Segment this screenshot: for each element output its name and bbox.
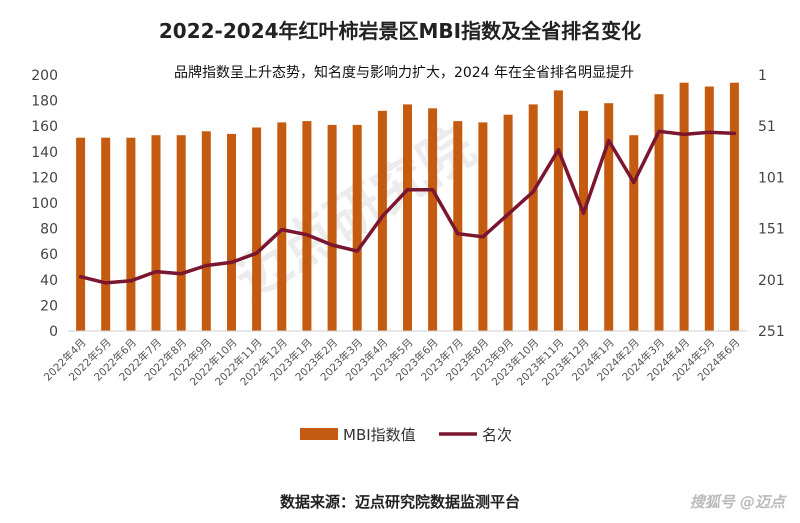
bar bbox=[604, 103, 614, 331]
bar bbox=[176, 135, 186, 331]
bar bbox=[579, 110, 588, 331]
bar bbox=[503, 114, 513, 331]
rank-point bbox=[179, 272, 183, 276]
left-tick-label: 120 bbox=[31, 170, 58, 186]
rank-point bbox=[481, 235, 485, 239]
rank-point bbox=[330, 243, 334, 247]
left-axis: 0 20 40 60 80 100 120 140 160 180 200 bbox=[31, 68, 58, 340]
rank-point bbox=[380, 214, 384, 218]
left-tick-label: 140 bbox=[31, 145, 58, 161]
bar bbox=[528, 104, 538, 332]
rank-line-series bbox=[78, 129, 737, 285]
left-tick-label: 200 bbox=[31, 68, 58, 84]
rank-point bbox=[129, 279, 133, 283]
rank-point bbox=[204, 263, 208, 268]
bar bbox=[553, 90, 563, 332]
bar bbox=[478, 122, 488, 332]
rank-point bbox=[456, 232, 460, 236]
bar bbox=[101, 137, 111, 331]
left-tick-label: 40 bbox=[40, 273, 58, 289]
legend-bar-swatch bbox=[300, 428, 338, 440]
rank-point bbox=[104, 281, 108, 285]
bar bbox=[302, 121, 312, 331]
rank-point bbox=[255, 251, 259, 255]
rank-point bbox=[154, 270, 158, 274]
brand-watermark: 搜狐号 @迈点 bbox=[690, 493, 787, 511]
bar bbox=[352, 124, 362, 332]
x-axis: 2022年4月2022年5月2022年6月2022年7月2022年8月2022年… bbox=[41, 330, 747, 388]
right-tick-label: 151 bbox=[758, 222, 785, 238]
bar bbox=[377, 110, 387, 331]
rank-point bbox=[607, 138, 611, 143]
rank-point bbox=[657, 129, 661, 133]
rank-point bbox=[707, 130, 711, 134]
left-tick-label: 160 bbox=[31, 119, 58, 135]
right-tick-label: 201 bbox=[758, 273, 785, 289]
bar bbox=[654, 94, 664, 331]
chart-subtitle: 品牌指数呈上升态势，知名度与影响力扩大，2024 年在全省排名明显提升 bbox=[174, 64, 634, 81]
rank-point bbox=[682, 132, 686, 136]
right-tick-label: 1 bbox=[758, 68, 767, 84]
rank-point bbox=[79, 275, 83, 279]
left-tick-label: 20 bbox=[40, 298, 58, 314]
bar bbox=[403, 104, 412, 332]
rank-point bbox=[431, 188, 435, 192]
source-note: 数据来源：迈点研究院数据监测平台 bbox=[280, 493, 520, 511]
rank-point bbox=[405, 188, 410, 192]
rank-point bbox=[556, 148, 561, 152]
rank-point bbox=[229, 260, 234, 264]
rank-point bbox=[280, 228, 284, 232]
bar-series bbox=[76, 82, 739, 332]
legend: MBI指数值 名次 bbox=[300, 426, 512, 444]
right-tick-label: 101 bbox=[758, 170, 785, 186]
bar bbox=[629, 135, 639, 331]
rank-point bbox=[531, 190, 535, 194]
bar bbox=[704, 86, 714, 331]
bar bbox=[126, 137, 136, 331]
bar bbox=[729, 82, 739, 331]
bar bbox=[453, 121, 463, 331]
left-tick-label: 60 bbox=[40, 247, 58, 263]
bar bbox=[201, 131, 211, 331]
right-tick-label: 51 bbox=[758, 119, 776, 135]
rank-point bbox=[632, 180, 636, 185]
bar bbox=[252, 127, 262, 331]
rank-point bbox=[355, 249, 359, 253]
bar bbox=[76, 137, 86, 331]
bar bbox=[277, 122, 287, 332]
left-tick-label: 180 bbox=[31, 94, 58, 110]
left-tick-label: 0 bbox=[49, 324, 58, 340]
left-tick-label: 100 bbox=[31, 196, 58, 212]
bar bbox=[151, 135, 161, 331]
rank-point bbox=[305, 233, 309, 237]
rank-point bbox=[581, 211, 586, 215]
bar bbox=[679, 82, 689, 331]
legend-line-label: 名次 bbox=[482, 426, 512, 444]
bar bbox=[327, 124, 337, 332]
rank-point bbox=[732, 131, 737, 135]
bar bbox=[227, 133, 236, 331]
legend-bar-label: MBI指数值 bbox=[343, 426, 416, 444]
bar bbox=[428, 108, 438, 331]
rank-point bbox=[506, 212, 510, 216]
left-tick-label: 80 bbox=[40, 222, 58, 238]
chart-title: 2022-2024年红叶柿岩景区MBI指数及全省排名变化 bbox=[159, 19, 641, 43]
right-tick-label: 251 bbox=[758, 324, 785, 340]
